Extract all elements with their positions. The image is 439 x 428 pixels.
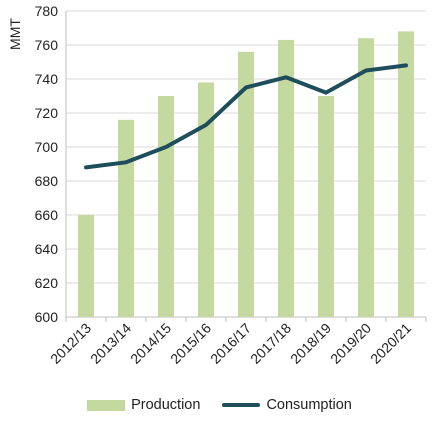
production-swatch: [87, 399, 126, 411]
production-bar: [278, 39, 294, 318]
y-tick-label: 780: [35, 3, 59, 19]
production-bar: [398, 31, 414, 318]
y-tick-label: 720: [35, 105, 59, 121]
x-tick-label: 2014/15: [127, 320, 174, 367]
x-tick-label: 2012/13: [47, 320, 94, 367]
y-tick-label: 680: [35, 173, 59, 189]
legend-item-consumption: Consumption: [222, 397, 352, 413]
legend-item-production: Production: [87, 397, 200, 413]
y-tick-label: 660: [35, 207, 59, 223]
x-tick-label: 2020/21: [367, 320, 414, 367]
y-tick-label: 620: [35, 275, 59, 291]
production-bar: [118, 119, 134, 317]
production-bar: [78, 215, 94, 317]
x-tick-label: 2018/19: [287, 320, 334, 367]
y-tick-label: 640: [35, 241, 59, 257]
production-bar: [198, 82, 214, 318]
consumption-line-group: [84, 63, 408, 170]
production-bar: [158, 96, 174, 317]
legend-label-consumption: Consumption: [266, 397, 352, 413]
production-bar: [318, 96, 334, 317]
x-tick-label: 2017/18: [247, 320, 294, 367]
production-bar: [238, 51, 254, 318]
y-tick-label: 600: [35, 309, 59, 325]
x-tick-label: 2019/20: [327, 320, 374, 367]
x-tick-label: 2013/14: [87, 320, 134, 367]
x-tick-label: 2016/17: [207, 320, 254, 367]
y-tick-label: 760: [35, 37, 59, 53]
y-axis-ticks: 600 620 640 660 680 700 720 740 760 780: [35, 3, 59, 325]
consumption-swatch: [222, 403, 261, 407]
y-tick-label: 740: [35, 71, 59, 87]
x-axis-ticks: 2012/132013/142014/152015/162016/172017/…: [47, 317, 427, 367]
production-bar: [358, 38, 374, 317]
legend-label-production: Production: [131, 397, 201, 413]
production-bars: [78, 31, 414, 318]
x-tick-label: 2015/16: [167, 320, 214, 367]
legend: Production Consumption: [0, 394, 439, 416]
y-axis-label: MMT: [7, 18, 23, 50]
y-tick-label: 700: [35, 139, 59, 155]
